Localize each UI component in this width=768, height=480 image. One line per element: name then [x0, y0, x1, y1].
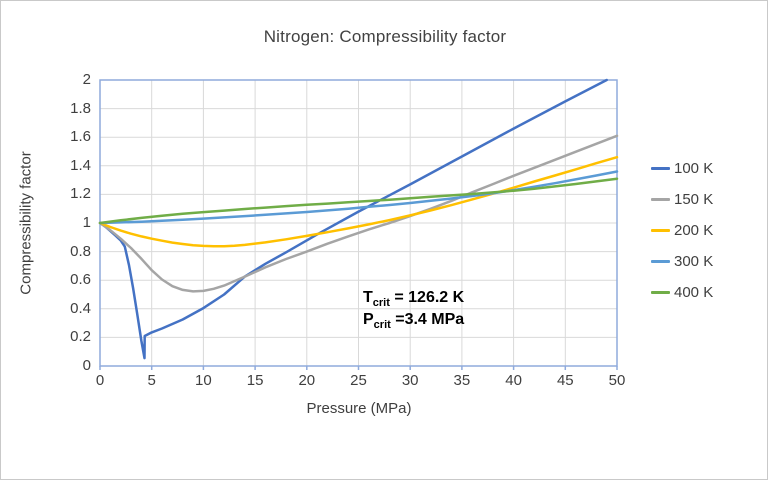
y-tick-label: 1.4: [70, 156, 91, 174]
y-tick-label: 1: [82, 214, 91, 231]
x-tick-label: 5: [147, 372, 156, 389]
series-line-400-k: [98, 177, 619, 225]
x-tick-label: 10: [195, 372, 212, 389]
x-tick-label: 50: [608, 372, 626, 389]
legend-line-swatch: [651, 259, 670, 263]
legend-entry-150-k: 150 K: [651, 188, 713, 210]
legend-label: 200 K: [674, 221, 714, 239]
y-tick-label: 1.6: [70, 128, 91, 146]
y-axis-title: Compressibility factor: [17, 151, 35, 295]
series-line-100-k: [98, 78, 608, 360]
y-tick-label: 0.8: [70, 242, 91, 260]
legend-label: 100 K: [674, 159, 714, 177]
legend-entry-300-k: 300 K: [651, 250, 713, 272]
y-tick-label: 1.8: [70, 99, 91, 117]
y-tick-label: 2: [82, 71, 91, 88]
series-line-300-k: [98, 170, 619, 225]
y-tick-label: 0.4: [70, 299, 91, 317]
legend-entry-400-k: 400 K: [651, 281, 713, 303]
x-tick-label: 0: [95, 372, 105, 389]
legend-line-swatch: [651, 290, 670, 294]
legend: 100 K 150 K 200 K 300 K 400 K: [651, 157, 713, 303]
critical-point-annotation: Tcrit = 126.2 K Pcrit =3.4 MPa: [363, 287, 464, 331]
legend-label: 400 K: [674, 283, 714, 301]
y-tick-label: 0: [82, 357, 91, 374]
tcrit-annotation: Tcrit = 126.2 K: [363, 289, 465, 310]
legend-label: 300 K: [674, 252, 714, 270]
legend-entry-100-k: 100 K: [651, 157, 713, 179]
x-axis-title: Pressure (MPa): [306, 400, 412, 417]
x-tick-label: 15: [246, 372, 264, 389]
legend-line-swatch: [651, 166, 670, 170]
x-tick-label: 30: [401, 372, 419, 389]
x-tick-label: 40: [505, 372, 522, 389]
y-tick-label: 1.2: [70, 185, 91, 203]
legend-entry-200-k: 200 K: [651, 219, 713, 241]
y-tick-label: 0.2: [70, 328, 91, 346]
chart-title: Nitrogen: Compressibility factor: [263, 27, 507, 46]
x-tick-label: 25: [350, 372, 367, 389]
legend-line-swatch: [651, 197, 670, 201]
legend-line-swatch: [651, 228, 670, 232]
legend-label: 150 K: [674, 190, 714, 208]
series-line-200-k: [98, 155, 619, 248]
y-tick-label: 0.6: [70, 271, 91, 289]
x-tick-label: 45: [556, 372, 574, 389]
series-line-150-k: [98, 134, 619, 293]
x-tick-label: 20: [298, 372, 316, 389]
x-tick-label: 35: [453, 372, 471, 389]
pcrit-annotation: Pcrit =3.4 MPa: [363, 311, 465, 332]
